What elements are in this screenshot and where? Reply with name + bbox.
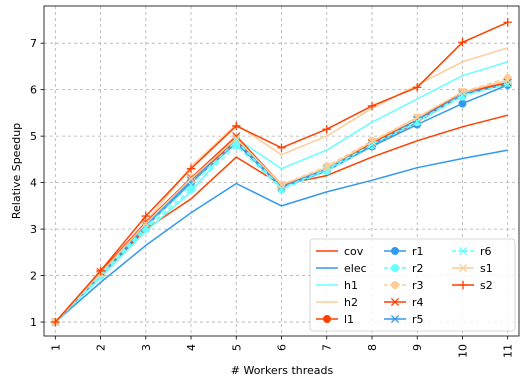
y-tick-label: 6 bbox=[30, 84, 37, 97]
legend-marker-r2 bbox=[390, 263, 399, 272]
legend-label-l1: l1 bbox=[344, 313, 354, 326]
data-point-s2 bbox=[503, 18, 512, 27]
data-point-s1 bbox=[503, 76, 512, 85]
data-point-s2 bbox=[232, 121, 241, 131]
legend-marker-r1 bbox=[390, 246, 399, 255]
legend-item-r2: r2 bbox=[384, 262, 424, 275]
legend-item-s2: s2 bbox=[452, 279, 493, 292]
legend-label-elec: elec bbox=[344, 262, 367, 275]
y-tick-label: 1 bbox=[30, 316, 37, 329]
data-point-r6 bbox=[367, 140, 377, 149]
data-point-r6 bbox=[322, 165, 331, 174]
series-line-elec bbox=[54, 149, 508, 323]
x-tick-label: 1 bbox=[49, 344, 62, 351]
data-point-r6 bbox=[186, 180, 196, 190]
gridlines bbox=[44, 6, 519, 336]
series-s2 bbox=[51, 18, 512, 327]
legend-label-r3: r3 bbox=[412, 279, 424, 292]
x-tick-label: 2 bbox=[95, 344, 108, 351]
data-point-r5 bbox=[413, 115, 422, 124]
y-tick-label: 5 bbox=[30, 130, 37, 143]
legend-label-h1: h1 bbox=[344, 279, 358, 292]
legend-label-r6: r6 bbox=[480, 245, 492, 258]
data-point-s2 bbox=[367, 101, 377, 111]
data-point-s1 bbox=[277, 180, 286, 190]
legend-item-r1: r1 bbox=[384, 245, 424, 258]
legend-item-h1: h1 bbox=[316, 279, 358, 292]
legend-marker-r5 bbox=[390, 314, 400, 324]
legend-label-r2: r2 bbox=[412, 262, 424, 275]
data-point-s1 bbox=[367, 137, 377, 146]
data-point-s2 bbox=[458, 38, 467, 47]
legend-label-r5: r5 bbox=[412, 313, 424, 326]
data-point-s1 bbox=[232, 134, 241, 143]
legend-item-r4: r4 bbox=[384, 296, 424, 309]
x-tick-label: 8 bbox=[366, 344, 379, 351]
legend-item-r3: r3 bbox=[384, 279, 424, 292]
data-point-r1 bbox=[458, 99, 467, 108]
data-point-r2 bbox=[187, 185, 196, 194]
data-point-s2 bbox=[141, 211, 150, 221]
legend-box bbox=[309, 238, 516, 332]
data-point-s2 bbox=[96, 266, 105, 276]
x-tick-label: 7 bbox=[321, 344, 334, 351]
x-tick-label: 11 bbox=[502, 344, 515, 358]
legend-item-cov: cov bbox=[316, 245, 364, 258]
legend-label-s1: s1 bbox=[480, 262, 493, 275]
data-point-s1 bbox=[141, 219, 150, 228]
data-point-r6 bbox=[277, 184, 286, 193]
x-tick-label: 10 bbox=[456, 344, 469, 358]
legend-item-l1: l1 bbox=[316, 313, 354, 326]
legend-label-cov: cov bbox=[344, 245, 364, 258]
data-point-r6 bbox=[232, 136, 241, 145]
legend-label-h2: h2 bbox=[344, 296, 358, 309]
legend-label-r4: r4 bbox=[412, 296, 424, 309]
legend-marker-r3 bbox=[390, 280, 399, 289]
legend-label-r1: r1 bbox=[412, 245, 424, 258]
x-tick-label: 5 bbox=[230, 344, 243, 351]
legend-marker-l1 bbox=[322, 314, 331, 323]
series-h1 bbox=[54, 61, 508, 323]
legend-item-elec: elec bbox=[316, 262, 367, 275]
series-line-h1 bbox=[54, 61, 508, 323]
x-axis-label: # Workers threads bbox=[231, 364, 334, 377]
x-tick-label: 4 bbox=[185, 344, 198, 351]
legend-marker-r6 bbox=[458, 246, 468, 256]
data-point-r3 bbox=[503, 74, 512, 83]
y-tick-label: 7 bbox=[30, 37, 37, 50]
x-tick-label: 3 bbox=[140, 344, 153, 351]
data-point-s1 bbox=[322, 163, 331, 172]
x-tick-label: 9 bbox=[411, 344, 424, 351]
legend-item-r5: r5 bbox=[384, 313, 424, 326]
legend-marker-s1 bbox=[458, 263, 468, 273]
y-tick-label: 3 bbox=[30, 223, 37, 236]
series-elec bbox=[54, 149, 508, 323]
legend-marker-s2 bbox=[458, 280, 468, 290]
series-layer bbox=[51, 18, 512, 327]
data-point-s2 bbox=[413, 83, 422, 92]
legend-label-s2: s2 bbox=[480, 279, 493, 292]
y-axis-label: Relative Speedup bbox=[10, 123, 23, 219]
legend-item-s1: s1 bbox=[452, 262, 493, 275]
y-tick-label: 4 bbox=[30, 177, 37, 190]
legend-item-r6: r6 bbox=[452, 245, 492, 258]
data-point-s2 bbox=[51, 317, 60, 327]
data-point-s1 bbox=[186, 174, 196, 183]
y-tick-label: 2 bbox=[30, 270, 37, 283]
legend-item-h2: h2 bbox=[316, 296, 358, 309]
data-point-s2 bbox=[322, 124, 331, 134]
legend-marker-r4 bbox=[390, 297, 400, 307]
data-point-s1 bbox=[458, 87, 467, 97]
data-point-s2 bbox=[186, 164, 196, 173]
x-tick-label: 6 bbox=[276, 344, 289, 351]
data-point-s2 bbox=[277, 143, 286, 152]
legend: cov elec h1 h2 l1 r1 r2 r3 r4 r5 r6 s1 s2 bbox=[309, 238, 516, 332]
data-point-r6 bbox=[141, 222, 150, 231]
data-point-s1 bbox=[413, 113, 422, 122]
series-r6 bbox=[51, 80, 512, 327]
